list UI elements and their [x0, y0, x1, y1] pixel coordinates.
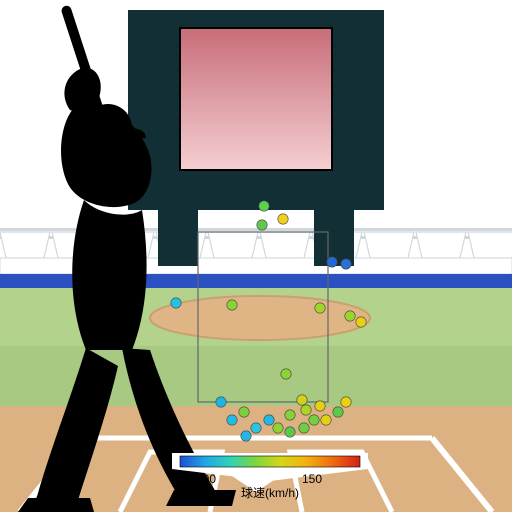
- mound-dirt: [150, 296, 370, 340]
- scoreboard-screen: [180, 28, 332, 170]
- pitch-marker: [273, 423, 283, 433]
- pitch-marker: [264, 415, 274, 425]
- scoreboard-leg: [158, 210, 198, 266]
- pitch-marker: [345, 311, 355, 321]
- pitch-marker: [315, 401, 325, 411]
- pitch-marker: [333, 407, 343, 417]
- pitch-marker: [171, 298, 181, 308]
- pitch-marker: [297, 395, 307, 405]
- pitch-marker: [309, 415, 319, 425]
- pitch-marker: [321, 415, 331, 425]
- pitch-marker: [251, 423, 261, 433]
- pitch-marker: [341, 259, 351, 269]
- pitch-marker: [301, 405, 311, 415]
- pitch-marker: [315, 303, 325, 313]
- pitch-marker: [278, 214, 288, 224]
- pitch-marker: [259, 201, 269, 211]
- colorbar: [180, 456, 360, 467]
- pitch-marker: [257, 220, 267, 230]
- pitch-marker: [216, 397, 226, 407]
- pitch-marker: [227, 300, 237, 310]
- colorbar-label: 球速(km/h): [241, 486, 299, 500]
- pitch-marker: [356, 317, 366, 327]
- pitch-marker: [285, 410, 295, 420]
- pitch-marker: [285, 427, 295, 437]
- colorbar-tick: 150: [302, 472, 322, 486]
- pitch-marker: [239, 407, 249, 417]
- pitch-marker: [241, 431, 251, 441]
- pitch-marker: [341, 397, 351, 407]
- pitch-marker: [227, 415, 237, 425]
- pitch-marker: [299, 423, 309, 433]
- pitch-marker: [281, 369, 291, 379]
- pitch-marker: [327, 257, 337, 267]
- colorbar-tick: 100: [196, 472, 216, 486]
